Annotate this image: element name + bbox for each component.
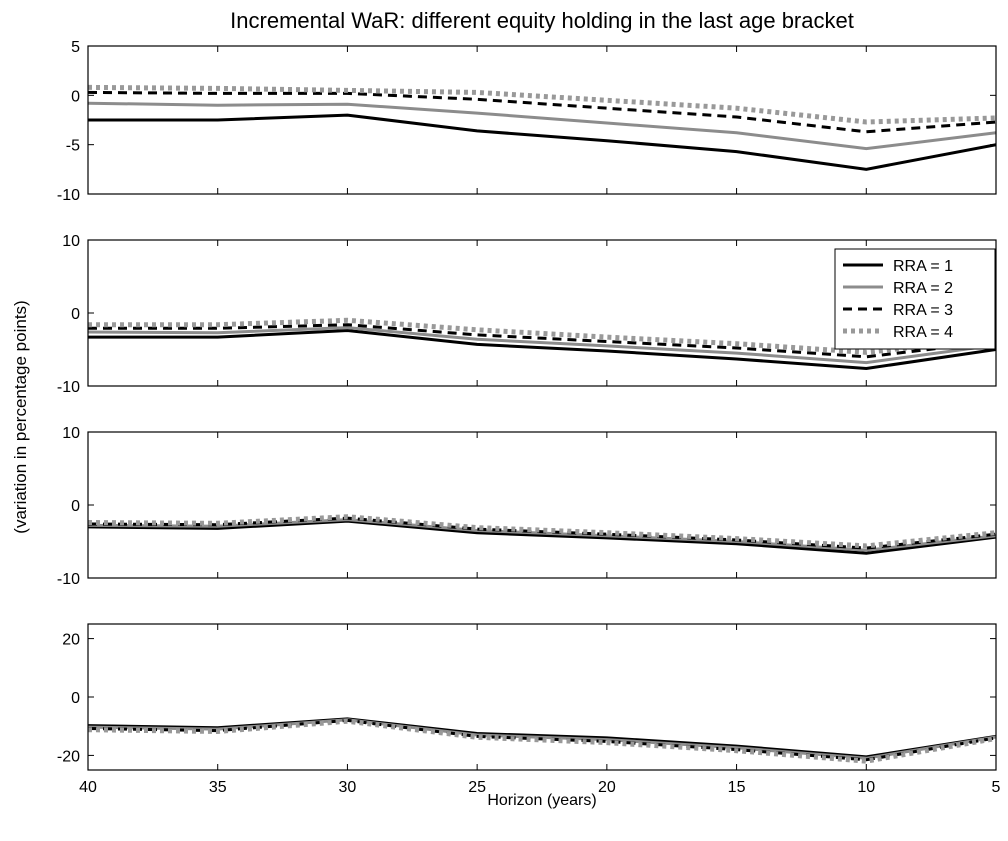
- y-tick-label: 5: [71, 39, 80, 56]
- x-tick-label: 5: [992, 779, 1001, 796]
- legend: RRA = 1 RRA = 2 RRA = 3 RRA = 4: [834, 248, 996, 350]
- y-tick-label: -20: [57, 748, 80, 765]
- legend-label-rra-4: RRA = 4: [893, 324, 953, 341]
- x-tick-label: 15: [728, 779, 746, 796]
- y-tick-label: -10: [57, 187, 80, 204]
- x-axis-label: Horizon (years): [487, 792, 597, 809]
- x-tick-label: 30: [339, 779, 357, 796]
- y-tick-label: 0: [71, 88, 80, 105]
- series-line-rra-3: [88, 718, 996, 762]
- chart-title: Incremental WaR: different equity holdin…: [230, 8, 854, 33]
- series-line-rra-2: [88, 326, 996, 365]
- panel-1: 5 0 -5 -10: [57, 39, 997, 204]
- x-tick-label: 25: [468, 779, 486, 796]
- panel-frame: [87, 45, 997, 195]
- panel-4: 20 0 -20: [57, 623, 997, 771]
- legend-label-rra-2: RRA = 2: [893, 280, 953, 297]
- panel-frame: [87, 431, 997, 579]
- series-line-rra-3: [88, 516, 996, 550]
- x-tick-label: 40: [79, 779, 97, 796]
- panel-series-group: [88, 317, 996, 371]
- series-line-rra-1: [88, 328, 996, 371]
- series-line-rra-1: [88, 113, 996, 171]
- y-tick-label: 0: [71, 498, 80, 515]
- panel-series-group: [88, 84, 996, 171]
- series-line-rra-2: [88, 101, 996, 151]
- panel-series-group: [88, 717, 996, 764]
- panel-frame: [87, 623, 997, 771]
- panel-3: 10 0 -10: [57, 425, 997, 588]
- x-tick-label: 10: [857, 779, 875, 796]
- series-line-rra-3: [88, 323, 996, 359]
- y-tick-label: 0: [71, 306, 80, 323]
- panel-series-group: [88, 514, 996, 555]
- y-tick-label: 0: [71, 690, 80, 707]
- series-line-rra-3: [88, 90, 996, 134]
- x-tick-label: 35: [209, 779, 227, 796]
- y-tick-label: -5: [66, 138, 80, 155]
- series-line-rra-1: [88, 519, 996, 555]
- x-tick-label: 20: [598, 779, 616, 796]
- y-tick-label: -10: [57, 571, 80, 588]
- y-tick-label: 10: [62, 233, 80, 250]
- legend-label-rra-3: RRA = 3: [893, 302, 953, 319]
- legend-label-rra-1: RRA = 1: [893, 258, 953, 275]
- y-tick-label: -10: [57, 379, 80, 396]
- panel-2: 10 0 -10 RRA = 1 RRA = 2 RRA = 3 RRA = 4: [57, 233, 997, 396]
- y-tick-label: 10: [62, 425, 80, 442]
- y-tick-label: 20: [62, 632, 80, 649]
